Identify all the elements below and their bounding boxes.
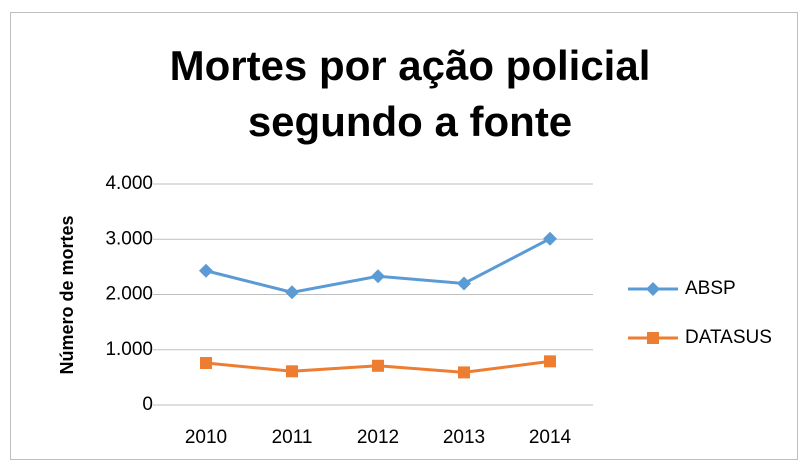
x-tick-label: 2012 [357,427,399,448]
marker [543,231,557,246]
marker [544,355,556,368]
legend-label: DATASUS [685,327,772,348]
marker [457,276,471,291]
marker [371,269,385,284]
y-tick-label: 4.000 [105,173,153,194]
legend-marker [647,332,659,344]
x-tick-label: 2011 [272,427,313,448]
chart-title: Mortes por ação policial segundo a fonte [169,42,651,145]
marker [458,366,470,379]
y-tick-label: 3.000 [105,228,153,249]
x-tick-label: 2013 [443,427,485,448]
y-axis-label: Número de mortes [57,215,77,374]
x-tick-label: 2010 [185,427,227,448]
marker [200,357,212,370]
y-tick-label: 2.000 [105,284,153,305]
y-tick-label: 0 [142,394,153,415]
legend-label: ABSP [685,278,736,299]
marker [285,285,299,300]
marker [372,359,384,372]
marker [199,263,213,278]
x-tick-label: 2014 [529,427,572,448]
marker [286,365,298,378]
chart-border [10,12,798,460]
y-tick-label: 1.000 [105,339,153,360]
legend-marker [646,282,660,296]
